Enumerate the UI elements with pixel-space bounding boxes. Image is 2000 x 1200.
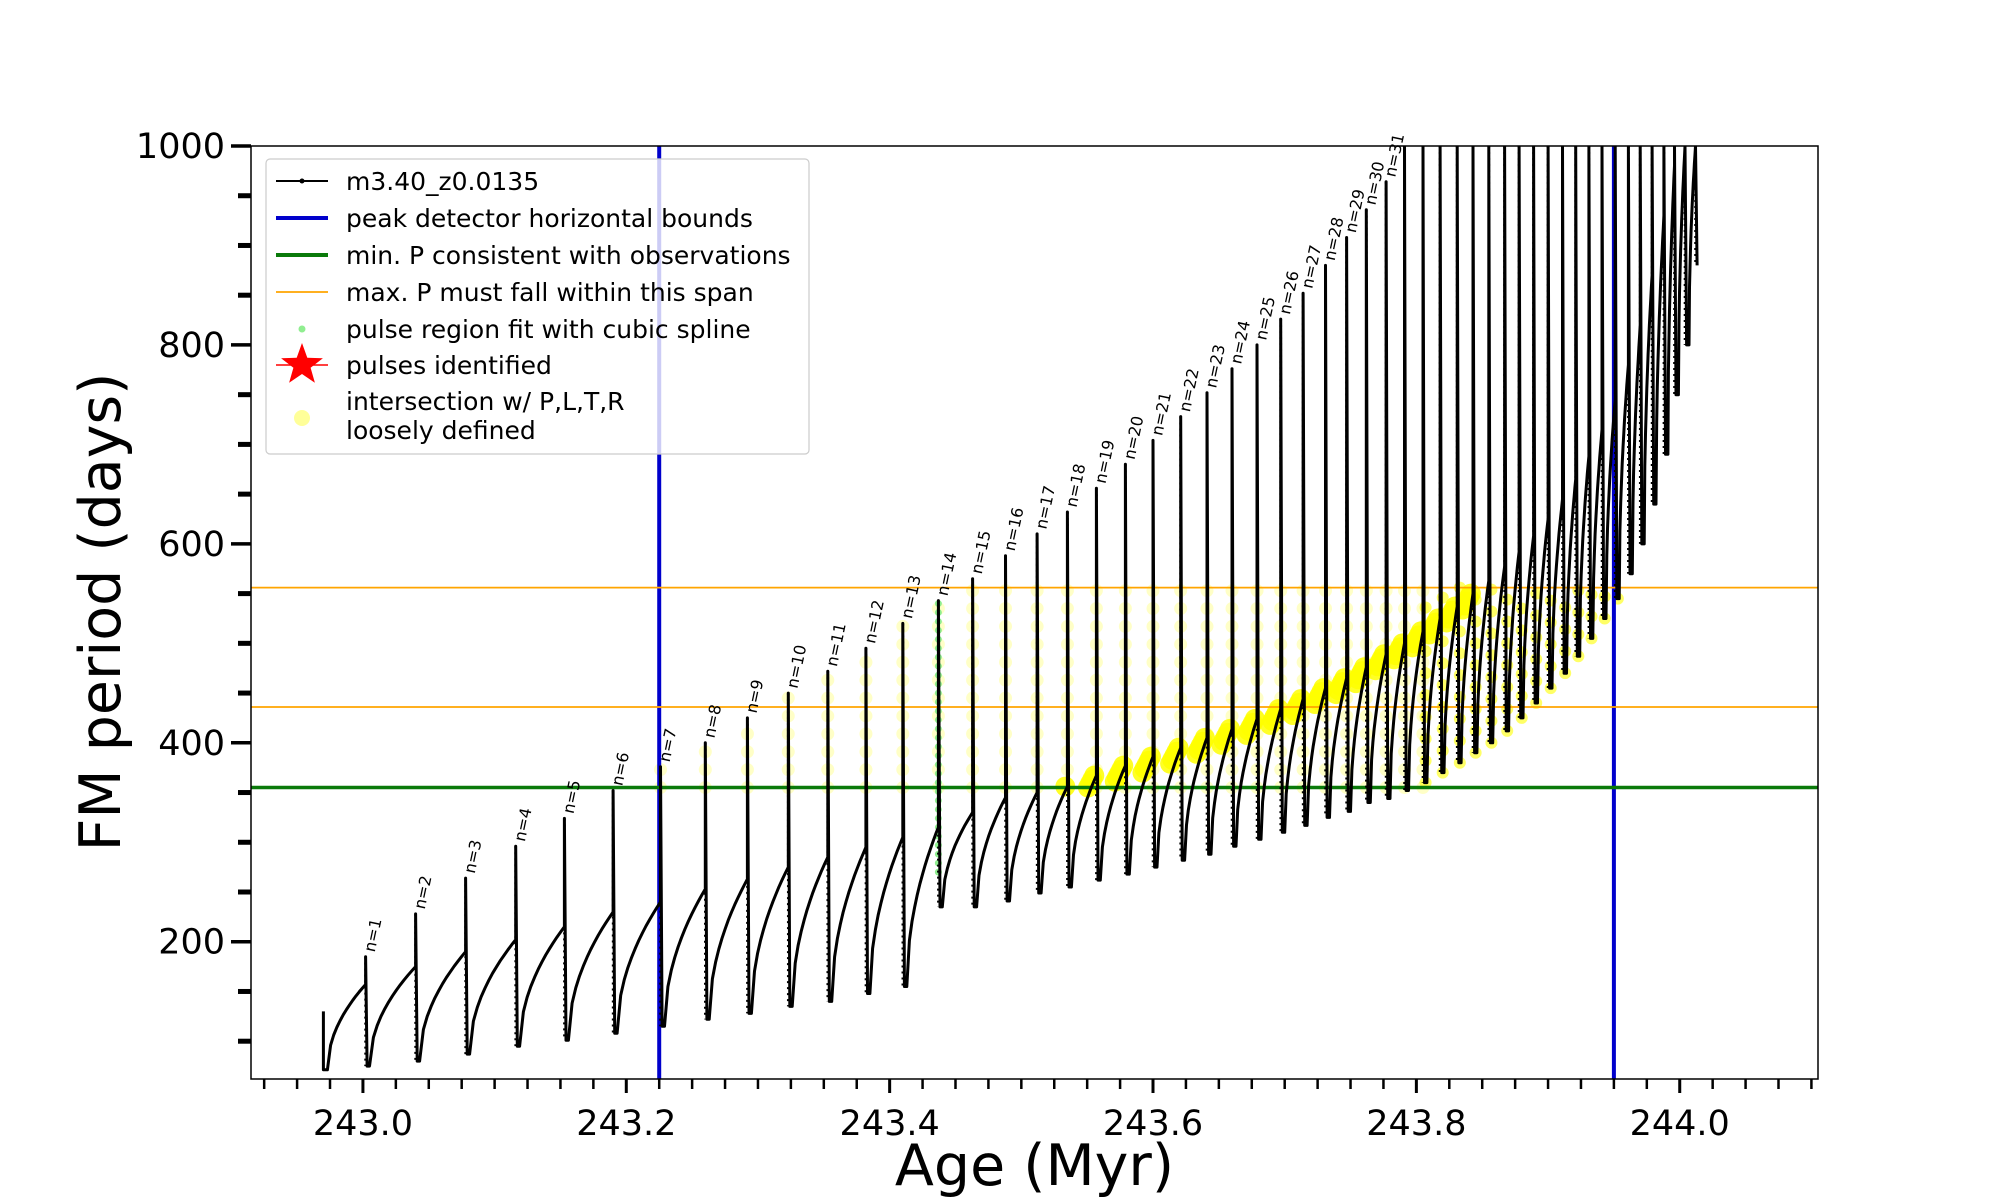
y-tick-label: 200 bbox=[158, 923, 225, 963]
legend-label: max. P must fall within this span bbox=[346, 278, 754, 307]
intersection-bulge bbox=[1168, 737, 1189, 758]
pulse-label: n=11 bbox=[822, 621, 850, 668]
legend-entry: pulse region fit with cubic spline bbox=[298, 315, 751, 344]
plot-frame bbox=[250, 145, 1819, 1080]
intersection-bulge bbox=[1140, 746, 1161, 767]
y-axis: 200 400 600 800 1000 bbox=[136, 127, 251, 1044]
x-axis: 243.0 243.2 243.4 243.6 243.8 244.0 bbox=[262, 1079, 1813, 1144]
pulse-label: n=14 bbox=[933, 551, 961, 598]
x-tick-label: 243.4 bbox=[840, 1104, 940, 1144]
pulse-label: n=18 bbox=[1062, 462, 1090, 509]
legend-label: pulse region fit with cubic spline bbox=[346, 315, 751, 344]
legend-label: min. P consistent with observations bbox=[346, 241, 791, 270]
y-tick-label: 600 bbox=[158, 525, 225, 565]
pulse-label: n=4 bbox=[510, 806, 536, 843]
pulse-label: n=6 bbox=[607, 750, 633, 787]
pulse-label: n=1 bbox=[360, 917, 386, 954]
pulse-label: n=17 bbox=[1031, 484, 1059, 531]
pulse-label: n=24 bbox=[1226, 319, 1254, 366]
pulse-label: n=5 bbox=[559, 778, 585, 815]
series-line bbox=[321, 146, 1699, 1072]
pulse-label: n=21 bbox=[1147, 390, 1175, 437]
intersection-bulge bbox=[1194, 727, 1215, 748]
legend-label: pulses identified bbox=[346, 351, 552, 380]
legend-dot-swatch bbox=[298, 325, 306, 333]
legend-entry: m3.40_z0.0135 bbox=[276, 167, 539, 196]
legend-entry: peak detector horizontal bounds bbox=[276, 204, 753, 233]
legend-dot-swatch bbox=[299, 178, 305, 184]
pulse-label: n=3 bbox=[460, 838, 486, 875]
pulse-label: n=10 bbox=[783, 643, 811, 690]
intersection-bulge bbox=[1244, 708, 1265, 729]
star-icon bbox=[281, 343, 323, 383]
pulse-label: n=8 bbox=[700, 703, 726, 740]
intersection-bulge bbox=[1113, 755, 1134, 776]
x-tick-label: 243.8 bbox=[1366, 1104, 1466, 1144]
plot-area bbox=[251, 146, 1818, 1079]
y-axis-title: FM period (days) bbox=[68, 373, 134, 852]
series-m3-40-z0-0135 bbox=[321, 146, 1699, 1072]
legend-entry: pulses identified bbox=[276, 343, 552, 383]
pulse-label: n=22 bbox=[1175, 367, 1203, 414]
x-tick-label: 243.2 bbox=[576, 1104, 676, 1144]
legend-box bbox=[265, 158, 810, 455]
pulse-label: n=12 bbox=[860, 598, 888, 645]
y-tick-label: 800 bbox=[158, 326, 225, 366]
x-axis-title: Age (Myr) bbox=[895, 1133, 1174, 1199]
legend-label: m3.40_z0.0135 bbox=[346, 167, 539, 196]
pulse-label: n=9 bbox=[742, 678, 768, 715]
x-tick-label: 243.6 bbox=[1103, 1104, 1203, 1144]
pulse-label: n=19 bbox=[1091, 438, 1119, 485]
pulse-label: n=2 bbox=[410, 874, 436, 911]
pulse-label: n=15 bbox=[967, 529, 995, 576]
pulse-label: n=13 bbox=[897, 573, 925, 620]
legend-entry: min. P consistent with observations bbox=[276, 241, 791, 270]
x-tick-label: 243.0 bbox=[313, 1104, 413, 1144]
intersection-markers bbox=[654, 581, 1624, 798]
intersection-bulge bbox=[1084, 765, 1105, 786]
intersection-bulge bbox=[1219, 718, 1240, 739]
legend-entry: max. P must fall within this span bbox=[276, 278, 754, 307]
pulse-label: n=25 bbox=[1251, 295, 1279, 342]
y-tick-label: 1000 bbox=[136, 127, 225, 167]
intersection-dot bbox=[1340, 763, 1354, 777]
legend-circle-swatch bbox=[294, 410, 310, 426]
legend-label: peak detector horizontal bounds bbox=[346, 204, 753, 233]
y-tick-label: 400 bbox=[158, 724, 225, 764]
pulse-label: n=16 bbox=[1000, 506, 1028, 553]
legend-label: intersection w/ P,L,T,R bbox=[346, 387, 625, 416]
pulse-label: n=23 bbox=[1201, 343, 1229, 390]
legend-label: loosely defined bbox=[346, 416, 536, 445]
pulse-label: n=20 bbox=[1120, 414, 1148, 461]
x-tick-label: 244.0 bbox=[1630, 1104, 1730, 1144]
